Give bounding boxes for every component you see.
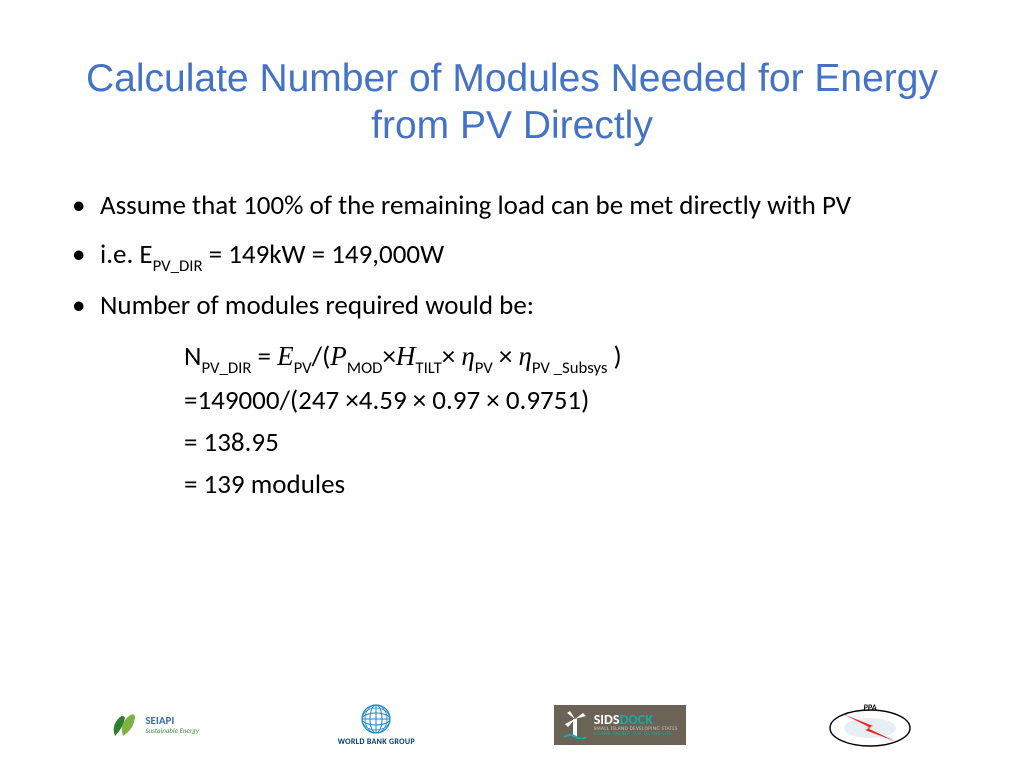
- eq-x3: ×: [493, 340, 519, 373]
- equation-block: NPV_DIR = EPV/(PMOD×HTILT× ηPV × ηPV _Su…: [64, 336, 960, 506]
- eq-x1: ×: [382, 340, 395, 373]
- b2-pre: i.e. E: [100, 238, 153, 271]
- equation-line-4: = 139 modules: [184, 464, 960, 506]
- world-bank-logo: WORLD BANK GROUP: [338, 703, 415, 747]
- slide: Calculate Number of Modules Needed for E…: [0, 0, 1024, 768]
- eq-close: ): [607, 340, 621, 373]
- b2-sub: PV_DIR: [153, 256, 203, 276]
- sids-sub2: ISLAND ENERGY FOR ISLAND LIFE: [594, 732, 678, 737]
- sidsdock-logo: SIDSDOCK SMALL ISLAND DEVELOPING STATES …: [554, 705, 686, 745]
- eq-eta2: η: [518, 341, 531, 371]
- equation-line-2: =149000/(247 ×4.59 × 0.97 × 0.9751): [184, 380, 960, 422]
- sids-main: SIDSDOCK: [594, 713, 678, 727]
- windmill-icon: [562, 711, 588, 739]
- eq-P-sub: MOD: [347, 358, 383, 378]
- eq-E: E: [277, 341, 294, 371]
- bullet-1: Assume that 100% of the remaining load c…: [100, 186, 960, 225]
- bullet-list: Assume that 100% of the remaining load c…: [64, 186, 960, 326]
- wbg-name: WORLD BANK GROUP: [338, 737, 415, 747]
- eq-eta1-sub: PV: [475, 358, 493, 378]
- footer-logos: SEIAPI Sustainable Energy WORLD BANK GRO…: [0, 702, 1024, 748]
- eq-H: H: [396, 341, 416, 371]
- ppa-label: PPA: [863, 703, 876, 713]
- globe-icon: [360, 703, 392, 735]
- eq-eta1: η: [461, 341, 474, 371]
- sids-text-block: SIDSDOCK SMALL ISLAND DEVELOPING STATES …: [594, 713, 678, 737]
- eq-P: P: [330, 341, 347, 371]
- eq-H-sub: TILT: [415, 358, 441, 378]
- slide-title: Calculate Number of Modules Needed for E…: [64, 56, 960, 150]
- eq-div: /(: [312, 340, 331, 373]
- eq-eta2-sub: PV _Subsys: [532, 358, 608, 378]
- eq-E-sub: PV: [294, 358, 312, 378]
- seiapi-name: SEIAPI: [145, 715, 199, 726]
- eq-N: N: [184, 340, 201, 373]
- ppa-logo: PPA: [825, 702, 915, 748]
- bullet-3: Number of modules required would be:: [100, 286, 960, 325]
- seiapi-sub: Sustainable Energy: [145, 726, 199, 735]
- seiapi-text-block: SEIAPI Sustainable Energy: [145, 715, 199, 735]
- eq-equals: =: [251, 340, 277, 373]
- seiapi-logo: SEIAPI Sustainable Energy: [109, 712, 199, 738]
- eq-x2: ×: [442, 340, 462, 373]
- b2-post: = 149kW = 149,000W: [203, 238, 445, 271]
- equation-line-1: NPV_DIR = EPV/(PMOD×HTILT× ηPV × ηPV _Su…: [184, 336, 960, 380]
- eq-N-sub: PV_DIR: [201, 358, 251, 378]
- bullet-2: i.e. EPV_DIR = 149kW = 149,000W: [100, 235, 960, 277]
- leaf-icon: [109, 712, 139, 738]
- equation-line-3: = 138.95: [184, 422, 960, 464]
